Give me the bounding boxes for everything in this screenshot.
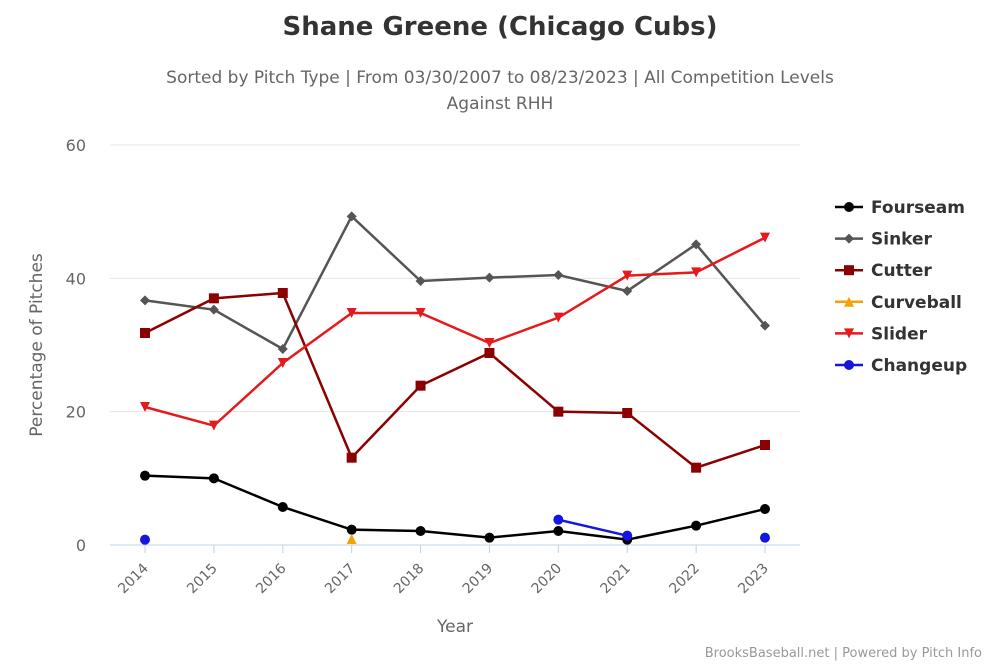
data-point-fourseam bbox=[208, 473, 219, 484]
data-point-slider bbox=[140, 402, 150, 412]
legend-item-changeup: Changeup bbox=[871, 356, 967, 376]
legend-item-slider: Slider bbox=[871, 324, 928, 344]
data-point-fourseam bbox=[553, 526, 564, 536]
y-axis-label: Percentage of Pitches bbox=[27, 253, 47, 437]
legend-item-cutter: Cutter bbox=[871, 261, 932, 281]
data-point-sinker bbox=[760, 320, 770, 331]
data-point-sinker bbox=[553, 270, 564, 280]
x-tick-label: 2022 bbox=[666, 561, 703, 598]
data-point-fourseam bbox=[484, 532, 495, 543]
y-tick-label: 40 bbox=[66, 269, 86, 288]
data-point-cutter bbox=[691, 462, 702, 473]
data-point-cutter bbox=[208, 293, 219, 304]
x-tick-label: 2015 bbox=[184, 561, 221, 598]
data-point-changeup bbox=[622, 530, 633, 541]
y-tick-label: 60 bbox=[66, 136, 86, 155]
data-point-sinker bbox=[622, 286, 633, 296]
credit-link[interactable]: BrooksBaseball.net | Powered by Pitch In… bbox=[704, 646, 982, 661]
data-point-cutter bbox=[277, 288, 288, 298]
data-point-cutter bbox=[415, 380, 426, 391]
legend-marker-changeup bbox=[844, 360, 854, 370]
legend-item-fourseam: Fourseam bbox=[871, 198, 965, 218]
data-point-slider bbox=[277, 358, 288, 368]
chart-title: Shane Greene (Chicago Cubs) bbox=[282, 12, 718, 42]
data-point-cutter bbox=[346, 452, 357, 463]
data-point-cutter bbox=[553, 406, 564, 417]
data-point-slider bbox=[553, 312, 564, 323]
series-line-changeup bbox=[558, 518, 628, 537]
chart-subtitle-1: Sorted by Pitch Type | From 03/30/2007 t… bbox=[166, 68, 834, 88]
data-point-sinker bbox=[484, 272, 495, 283]
x-tick-label: 2018 bbox=[391, 561, 428, 598]
data-point-slider bbox=[208, 420, 219, 431]
data-point-sinker bbox=[140, 295, 150, 306]
data-point-sinker bbox=[691, 239, 702, 250]
data-point-slider bbox=[622, 270, 633, 281]
y-tick-label: 0 bbox=[76, 536, 86, 555]
data-point-slider bbox=[346, 308, 357, 318]
data-point-fourseam bbox=[277, 502, 288, 512]
data-point-fourseam bbox=[140, 470, 150, 481]
x-tick-label: 2021 bbox=[598, 561, 635, 598]
legend-marker-cutter bbox=[844, 265, 854, 276]
data-point-changeup bbox=[140, 534, 150, 545]
x-axis-label: Year bbox=[436, 617, 473, 637]
series-line-fourseam bbox=[144, 474, 766, 541]
legend-item-sinker: Sinker bbox=[871, 230, 933, 250]
data-point-fourseam bbox=[415, 526, 426, 536]
legend-marker-slider bbox=[844, 328, 854, 339]
legend-marker-curveball bbox=[844, 296, 854, 307]
series-line-cutter bbox=[144, 291, 766, 470]
data-point-slider bbox=[415, 308, 426, 318]
data-point-curveball bbox=[346, 534, 357, 544]
series-line-slider bbox=[144, 236, 766, 428]
data-point-fourseam bbox=[691, 520, 702, 531]
data-point-cutter bbox=[622, 408, 633, 418]
x-tick-label: 2014 bbox=[115, 560, 152, 597]
data-point-sinker bbox=[277, 344, 288, 354]
data-point-sinker bbox=[208, 304, 219, 315]
data-point-cutter bbox=[140, 328, 150, 338]
legend-marker-sinker bbox=[844, 233, 854, 244]
y-tick-label: 20 bbox=[66, 403, 86, 422]
data-point-fourseam bbox=[760, 504, 770, 514]
legend-item-curveball: Curveball bbox=[871, 293, 962, 313]
data-point-fourseam bbox=[346, 524, 357, 535]
x-tick-label: 2017 bbox=[322, 561, 359, 598]
data-point-slider bbox=[691, 267, 702, 278]
data-point-sinker bbox=[415, 276, 426, 286]
data-point-cutter bbox=[760, 440, 770, 450]
x-tick-label: 2016 bbox=[253, 560, 290, 597]
data-point-slider bbox=[484, 338, 495, 348]
x-tick-label: 2019 bbox=[460, 561, 497, 598]
data-point-changeup bbox=[760, 532, 770, 543]
data-point-changeup bbox=[553, 514, 564, 525]
series-line-sinker bbox=[144, 214, 766, 351]
x-tick-label: 2023 bbox=[735, 561, 772, 598]
x-tick-label: 2020 bbox=[529, 561, 566, 598]
chart-subtitle-2: Against RHH bbox=[446, 94, 554, 114]
data-point-slider bbox=[760, 232, 770, 243]
legend-marker-fourseam bbox=[844, 202, 854, 212]
data-point-cutter bbox=[484, 348, 495, 358]
data-point-sinker bbox=[346, 211, 357, 222]
